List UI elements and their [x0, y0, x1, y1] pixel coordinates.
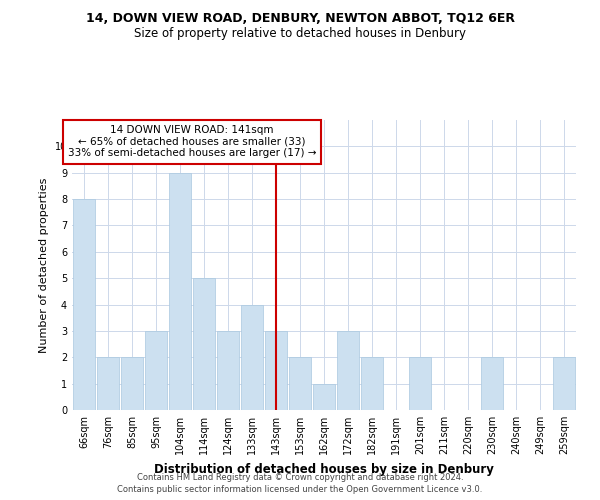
Bar: [361, 358, 383, 410]
Text: 14, DOWN VIEW ROAD, DENBURY, NEWTON ABBOT, TQ12 6ER: 14, DOWN VIEW ROAD, DENBURY, NEWTON ABBO…: [86, 12, 515, 26]
Text: Contains HM Land Registry data © Crown copyright and database right 2024.: Contains HM Land Registry data © Crown c…: [137, 474, 463, 482]
Bar: [121, 358, 143, 410]
Bar: [553, 358, 575, 410]
Bar: [481, 358, 503, 410]
Bar: [73, 199, 95, 410]
Text: Contains public sector information licensed under the Open Government Licence v3: Contains public sector information licen…: [118, 485, 482, 494]
Bar: [289, 358, 311, 410]
Bar: [145, 331, 167, 410]
Bar: [265, 331, 287, 410]
Bar: [193, 278, 215, 410]
Bar: [217, 331, 239, 410]
Bar: [241, 304, 263, 410]
Bar: [97, 358, 119, 410]
Text: Size of property relative to detached houses in Denbury: Size of property relative to detached ho…: [134, 28, 466, 40]
Bar: [169, 172, 191, 410]
Y-axis label: Number of detached properties: Number of detached properties: [40, 178, 49, 352]
Bar: [409, 358, 431, 410]
Bar: [313, 384, 335, 410]
Text: 14 DOWN VIEW ROAD: 141sqm
← 65% of detached houses are smaller (33)
33% of semi-: 14 DOWN VIEW ROAD: 141sqm ← 65% of detac…: [68, 126, 316, 158]
Bar: [337, 331, 359, 410]
X-axis label: Distribution of detached houses by size in Denbury: Distribution of detached houses by size …: [154, 462, 494, 475]
